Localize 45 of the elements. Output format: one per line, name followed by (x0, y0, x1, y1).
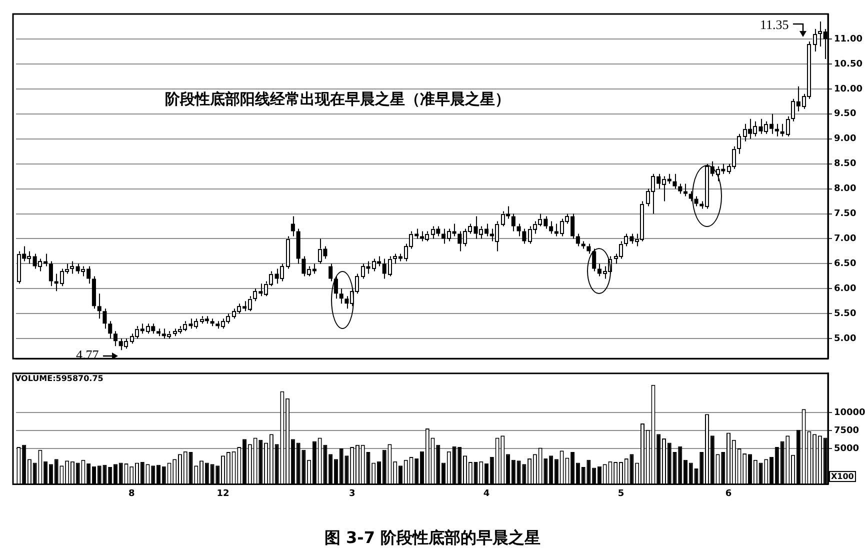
candlestick (694, 196, 698, 207)
y-tick-label: 9.50 (834, 109, 856, 120)
candlestick (576, 233, 580, 247)
candlestick (328, 263, 333, 282)
annotation: 11.35 (760, 17, 789, 33)
candlestick (586, 243, 591, 254)
text: X100 (829, 471, 856, 482)
y-tick-label: 10.50 (834, 59, 862, 70)
y-tick-label: 7500 (834, 426, 860, 436)
y-tick-label: 9.00 (834, 134, 856, 144)
x-tick-label: 5 (618, 488, 624, 499)
y-tick-label: 10000 (834, 408, 865, 418)
y-tick-label: 11.00 (834, 34, 862, 44)
x-tick-label: 8 (128, 488, 135, 499)
y-tick-label: 7.50 (834, 209, 856, 220)
y-tick-label: 10.00 (834, 84, 862, 94)
candlestick (683, 183, 688, 197)
candlestick (102, 308, 107, 330)
candlestick (511, 213, 516, 232)
y-tick-label: 6.50 (834, 259, 856, 270)
candlestick (48, 260, 53, 287)
y-tick-label: 5.00 (834, 334, 856, 344)
x-tick-label: 3 (348, 488, 356, 499)
y-tick-label: 6.00 (834, 284, 856, 294)
x-tick-label: 6 (725, 488, 732, 499)
candlestick (108, 320, 112, 340)
candlestick (522, 228, 526, 244)
y-tick-label: 8.50 (834, 159, 856, 170)
candlestick (774, 123, 779, 137)
text: 图 3-7 阶段性底部的早晨之星 (323, 528, 542, 549)
annotation: 阶段性底部阳线经常出现在早晨之星（准早晨之星） (165, 90, 510, 109)
candlestick (592, 248, 596, 272)
annotation: VOLUME:595870.75 (15, 374, 104, 383)
y-tick-label: 7.00 (834, 234, 856, 244)
candlestick (97, 293, 102, 320)
candlestick (672, 173, 677, 190)
y-tick-label: 5000 (834, 444, 860, 454)
candlestick (113, 330, 118, 347)
x-tick-label: 12 (216, 488, 230, 499)
candlestick (678, 183, 682, 194)
candlestick (290, 216, 295, 237)
y-tick-label: 5.50 (834, 308, 856, 319)
candlestick (339, 288, 344, 304)
x-tick-label: 4 (483, 488, 490, 499)
y-tick-label: 8.00 (834, 184, 856, 194)
